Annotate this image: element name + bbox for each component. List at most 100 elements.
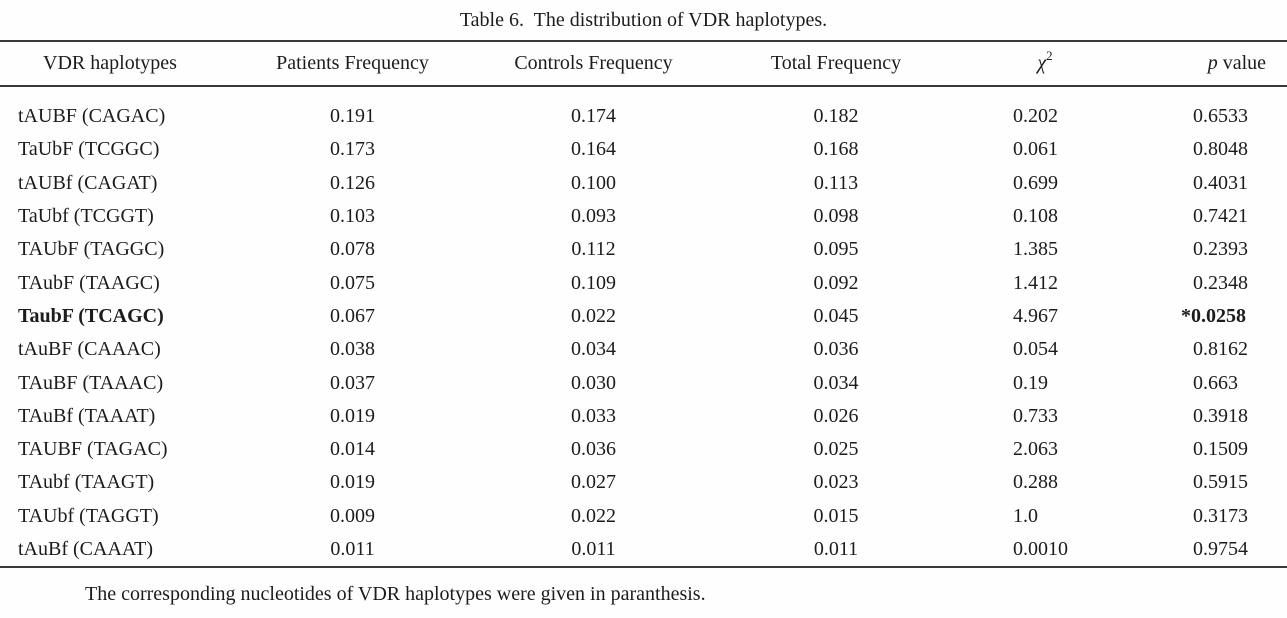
table-body: tAUBF (CAGAC) 0.191 0.174 0.182 0.202 0.… [0,87,1287,566]
cell-haplotype: TaUbF (TCGGC) [18,138,160,161]
cell-controls-frequency: 0.109 [571,271,616,294]
p-symbol: p [1207,52,1218,74]
cell-haplotype: TaUbf (TCGGT) [18,205,154,228]
cell-total-frequency: 0.023 [813,471,859,494]
p-value-number: 0.5915 [1193,471,1248,494]
cell-p-value: 0.8162 [1140,338,1287,361]
cell-controls-frequency: 0.022 [571,504,616,527]
cell-total-frequency: 0.092 [813,271,859,294]
table-row: TAUbF (TAGGC) 0.078 0.112 0.095 1.385 0.… [0,233,1287,266]
cell-patients-frequency: 0.067 [330,304,375,327]
cell-p-value: 0.4031 [1140,172,1287,195]
cell-controls-frequency: 0.093 [571,205,616,228]
cell-controls-frequency: 0.027 [571,471,616,494]
cell-controls-frequency: 0.022 [571,304,616,327]
table-title: Table 6. The distribution of VDR haploty… [459,9,828,31]
cell-p-value: 0.8048 [1140,138,1287,161]
cell-patients-frequency: 0.037 [330,371,375,394]
cell-p-value: 0.663 [1140,372,1287,395]
p-value-number: 0.2393 [1193,238,1248,261]
col-header-total-frequency: Total Frequency [770,52,902,74]
significance-asterisk: * [1181,304,1191,327]
chi-exponent: 2 [1046,48,1053,64]
cell-controls-frequency: 0.164 [571,138,616,161]
cell-chi-squared: 0.733 [1013,404,1058,427]
cell-patients-frequency: 0.126 [330,171,375,194]
cell-haplotype: TAubF (TAAGC) [18,271,160,294]
cell-haplotype: TAuBF (TAAAC) [18,371,164,394]
table-row: TaUbf (TCGGT) 0.103 0.093 0.098 0.108 0.… [0,200,1287,233]
cell-patients-frequency: 0.014 [330,438,375,461]
cell-patients-frequency: 0.019 [330,471,375,494]
cell-p-value: 0.6533 [1140,105,1287,128]
col-header-controls-frequency: Controls Frequency [514,52,673,74]
cell-patients-frequency: 0.173 [330,138,375,161]
cell-p-value: 0.7421 [1140,205,1287,228]
cell-patients-frequency: 0.078 [330,238,375,261]
cell-controls-frequency: 0.036 [571,438,616,461]
cell-controls-frequency: 0.030 [571,371,616,394]
p-value-number: 0.663 [1193,371,1238,394]
table-row: tAUBF (CAGAC) 0.191 0.174 0.182 0.202 0.… [0,100,1287,133]
cell-total-frequency: 0.098 [813,205,859,228]
cell-controls-frequency: 0.033 [571,404,616,427]
cell-p-value: 0.5915 [1140,471,1287,494]
table-footnote: The corresponding nucleotides of VDR hap… [85,583,706,606]
cell-total-frequency: 0.045 [813,304,859,327]
cell-patients-frequency: 0.191 [330,105,375,128]
cell-haplotype: TAUBF (TAGAC) [18,438,168,461]
p-value-word: value [1222,52,1266,74]
table-header-row: VDR haplotypes Patients Frequency Contro… [0,42,1287,85]
cell-patients-frequency: 0.009 [330,504,375,527]
cell-chi-squared: 0.288 [1013,471,1058,494]
table-row: tAUBf (CAGAT) 0.126 0.100 0.113 0.699 0.… [0,167,1287,200]
cell-chi-squared: 0.699 [1013,171,1058,194]
table-row: tAuBF (CAAAC) 0.038 0.034 0.036 0.054 0.… [0,333,1287,366]
cell-total-frequency: 0.095 [813,238,859,261]
cell-total-frequency: 0.168 [813,138,859,161]
cell-total-frequency: 0.015 [813,504,859,527]
col-header-chi-squared: χ2 [950,49,1140,75]
cell-chi-squared: 0.202 [1013,105,1058,128]
cell-haplotype: tAUBF (CAGAC) [18,105,166,128]
cell-chi-squared: 0.054 [1013,338,1058,361]
p-value-number: 0.8048 [1193,138,1248,161]
p-value-number: 0.3173 [1193,504,1248,527]
cell-chi-squared: 0.108 [1013,205,1058,228]
p-value-number: 0.3918 [1193,404,1248,427]
cell-haplotype: TaubF (TCAGC) [18,304,164,327]
cell-haplotype: tAuBf (CAAAT) [18,538,153,560]
cell-haplotype: tAUBf (CAGAT) [18,171,158,194]
table-row: TAUbf (TAGGT) 0.009 0.022 0.015 1.0 0.31… [0,500,1287,533]
cell-total-frequency: 0.034 [813,371,859,394]
p-value-number: 0.9754 [1193,538,1248,560]
cell-total-frequency: 0.182 [813,105,859,128]
header-rule [0,85,1287,87]
cell-patients-frequency: 0.019 [330,404,375,427]
col-header-patients-frequency: Patients Frequency [276,52,429,74]
table-row: TaubF (TCAGC) 0.067 0.022 0.045 4.967 *0… [0,300,1287,333]
cell-patients-frequency: 0.038 [330,338,375,361]
table-row: TAubF (TAAGC) 0.075 0.109 0.092 1.412 0.… [0,266,1287,299]
p-value-number: 0.0258 [1191,304,1246,327]
cell-chi-squared: 2.063 [1013,438,1058,461]
cell-p-value: 0.2393 [1140,238,1287,261]
table-row: TaUbF (TCGGC) 0.173 0.164 0.168 0.061 0.… [0,133,1287,166]
p-value-number: 0.2348 [1193,271,1248,294]
cell-chi-squared: 0.061 [1013,138,1058,161]
cell-chi-squared: 1.0 [1013,504,1038,527]
cell-p-value: 0.2348 [1140,272,1287,295]
chi-symbol: χ [1037,52,1047,74]
col-header-vdr-haplotypes: VDR haplotypes [43,52,177,74]
cell-haplotype: TAubf (TAAGT) [18,471,155,494]
cell-p-value: 0.1509 [1140,438,1287,461]
table-row: tAuBf (CAAAT) 0.011 0.011 0.011 0.0010 0… [0,533,1287,566]
cell-patients-frequency: 0.011 [330,538,375,560]
cell-patients-frequency: 0.103 [330,205,375,228]
table-row: TAubf (TAAGT) 0.019 0.027 0.023 0.288 0.… [0,466,1287,499]
table-row: TAuBf (TAAAT) 0.019 0.033 0.026 0.733 0.… [0,400,1287,433]
cell-haplotype: tAuBF (CAAAC) [18,338,161,361]
cell-total-frequency: 0.026 [813,404,859,427]
cell-p-value: 0.3173 [1140,505,1287,528]
